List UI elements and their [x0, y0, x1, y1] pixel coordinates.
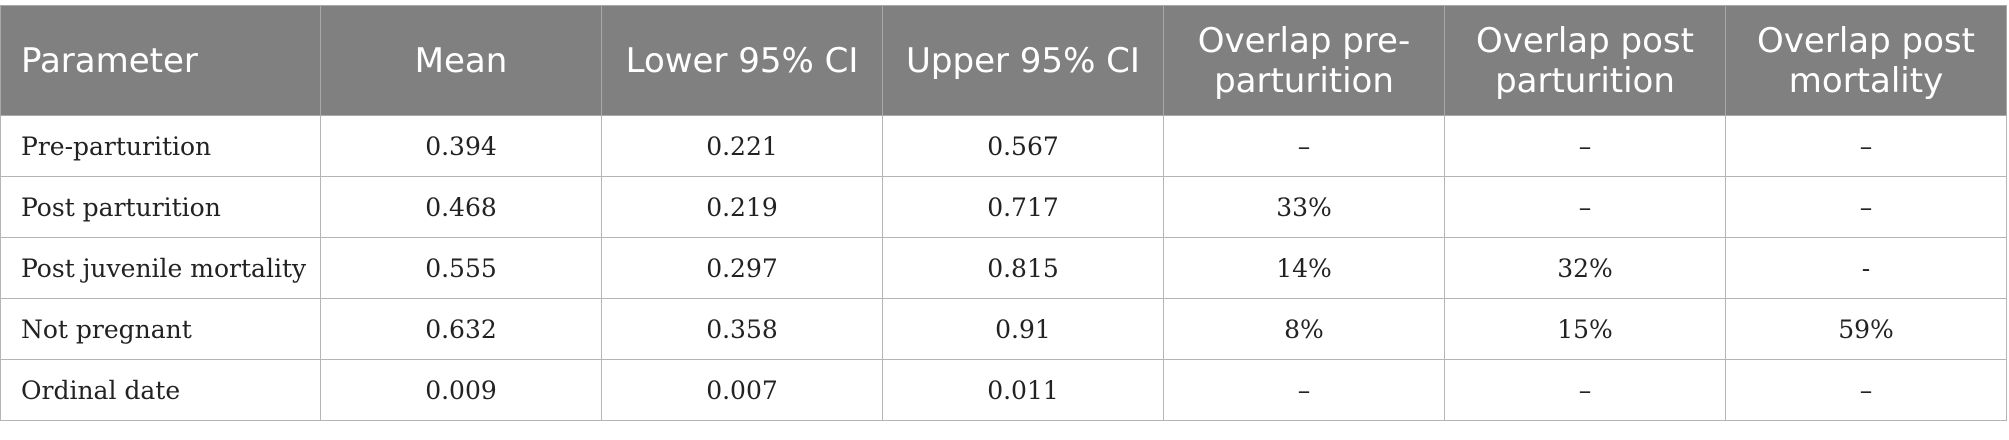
results-table: Parameter Mean Lower 95% CI Upper 95% CI…	[0, 5, 2007, 421]
table-row: Pre-parturition 0.394 0.221 0.567 – – –	[0, 115, 2007, 177]
cell-mean: 0.009	[320, 359, 602, 421]
cell-upper-ci: 0.717	[882, 176, 1164, 238]
header-overlap-post-parturition: Overlap post parturition	[1444, 5, 1726, 116]
cell-parameter: Pre-parturition	[0, 115, 321, 177]
header-parameter: Parameter	[0, 5, 321, 116]
cell-parameter: Ordinal date	[0, 359, 321, 421]
table-header-row: Parameter Mean Lower 95% CI Upper 95% CI…	[0, 5, 2007, 116]
header-overlap-pre-parturition: Overlap pre-parturition	[1163, 5, 1445, 116]
table-row: Ordinal date 0.009 0.007 0.011 – – –	[0, 359, 2007, 421]
cell-overlap-post: –	[1444, 115, 1726, 177]
header-upper-ci: Upper 95% CI	[882, 5, 1164, 116]
cell-overlap-post: 15%	[1444, 298, 1726, 360]
cell-mean: 0.468	[320, 176, 602, 238]
cell-overlap-post: –	[1444, 359, 1726, 421]
cell-overlap-mortality: -	[1725, 237, 2007, 299]
cell-overlap-post: –	[1444, 176, 1726, 238]
cell-parameter: Post parturition	[0, 176, 321, 238]
cell-lower-ci: 0.221	[601, 115, 883, 177]
cell-overlap-pre: –	[1163, 359, 1445, 421]
cell-overlap-pre: 8%	[1163, 298, 1445, 360]
table-row: Post juvenile mortality 0.555 0.297 0.81…	[0, 237, 2007, 299]
cell-lower-ci: 0.297	[601, 237, 883, 299]
cell-overlap-pre: 14%	[1163, 237, 1445, 299]
cell-overlap-mortality: –	[1725, 176, 2007, 238]
cell-lower-ci: 0.007	[601, 359, 883, 421]
cell-lower-ci: 0.358	[601, 298, 883, 360]
cell-overlap-pre: 33%	[1163, 176, 1445, 238]
cell-overlap-mortality: –	[1725, 359, 2007, 421]
cell-parameter: Post juvenile mortality	[0, 237, 321, 299]
cell-upper-ci: 0.815	[882, 237, 1164, 299]
cell-upper-ci: 0.567	[882, 115, 1164, 177]
cell-overlap-mortality: 59%	[1725, 298, 2007, 360]
header-mean: Mean	[320, 5, 602, 116]
cell-overlap-post: 32%	[1444, 237, 1726, 299]
cell-lower-ci: 0.219	[601, 176, 883, 238]
cell-overlap-mortality: –	[1725, 115, 2007, 177]
cell-mean: 0.555	[320, 237, 602, 299]
table-row: Not pregnant 0.632 0.358 0.91 8% 15% 59%	[0, 298, 2007, 360]
cell-upper-ci: 0.011	[882, 359, 1164, 421]
table-row: Post parturition 0.468 0.219 0.717 33% –…	[0, 176, 2007, 238]
cell-mean: 0.394	[320, 115, 602, 177]
cell-overlap-pre: –	[1163, 115, 1445, 177]
results-table-container: Parameter Mean Lower 95% CI Upper 95% CI…	[0, 5, 2007, 421]
header-overlap-post-mortality: Overlap post mortality	[1725, 5, 2007, 116]
header-lower-ci: Lower 95% CI	[601, 5, 883, 116]
cell-upper-ci: 0.91	[882, 298, 1164, 360]
cell-parameter: Not pregnant	[0, 298, 321, 360]
cell-mean: 0.632	[320, 298, 602, 360]
